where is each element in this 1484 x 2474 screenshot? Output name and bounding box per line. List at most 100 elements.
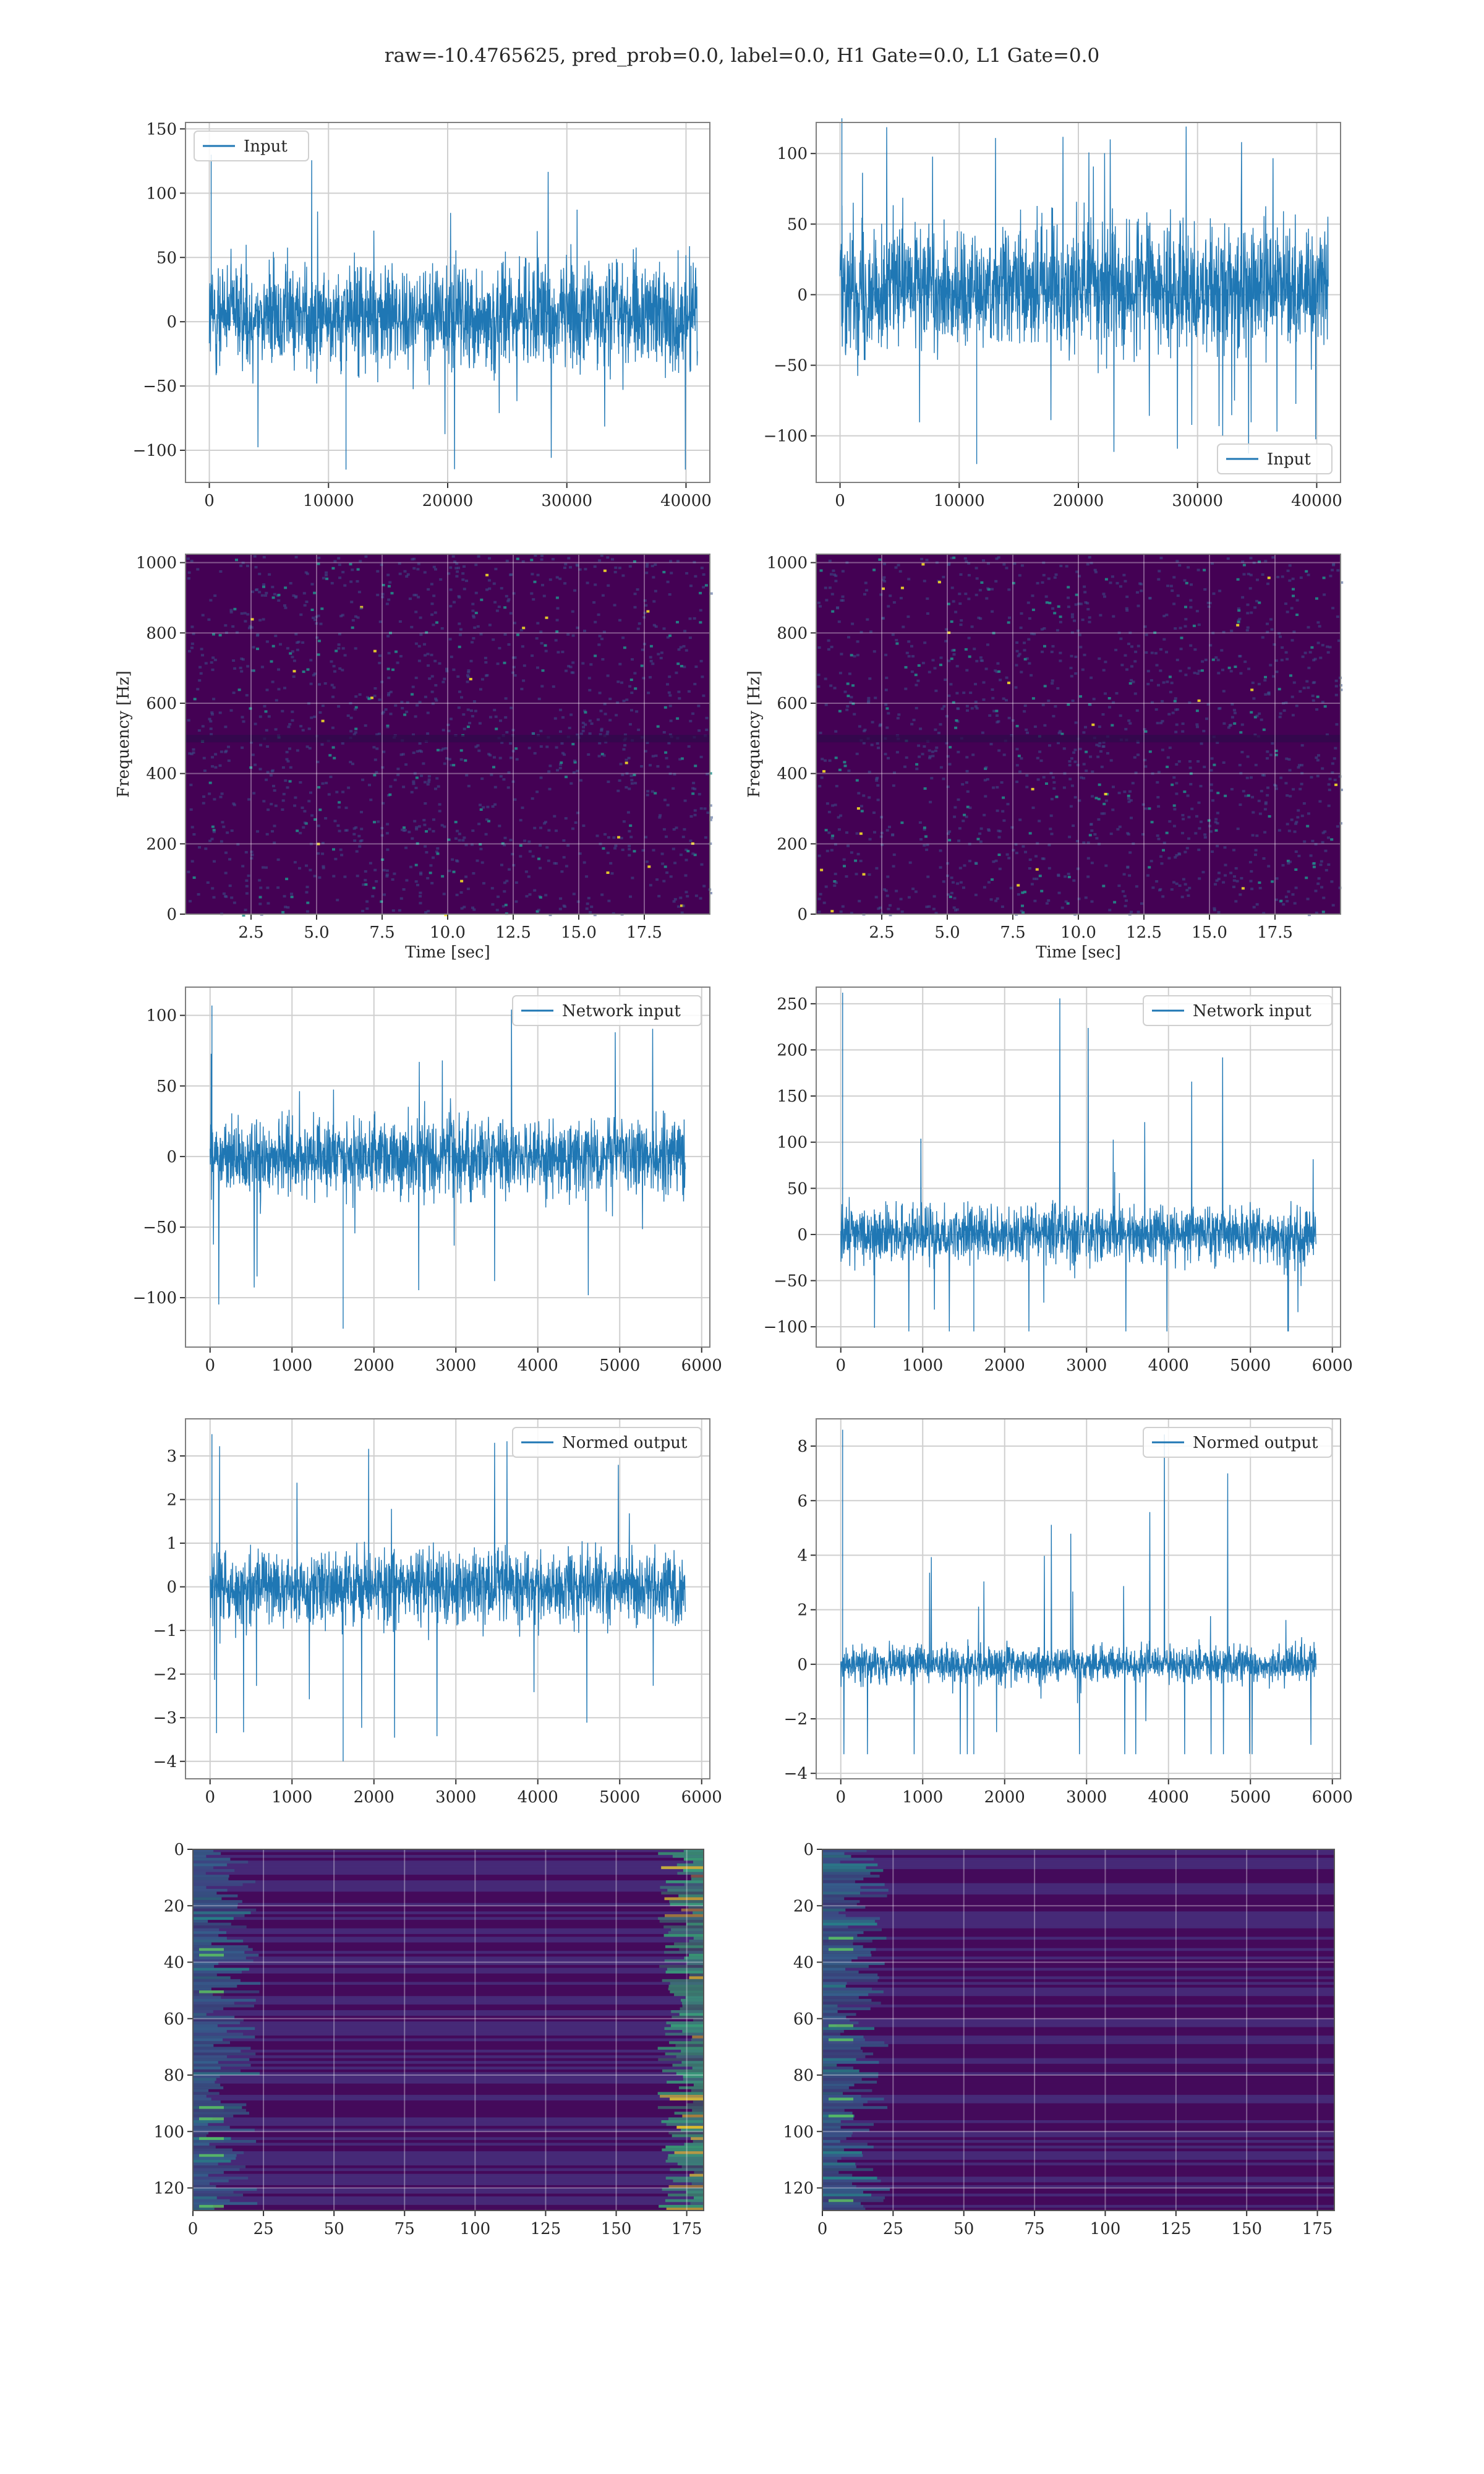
y-tick-label: 60 [164, 2010, 184, 2029]
heatmap-rows [193, 1849, 704, 2211]
x-tick-label: 1000 [902, 1788, 943, 1807]
x-tick-label: 5000 [1230, 1788, 1271, 1807]
series-line [208, 155, 698, 470]
features-h1-panel: 0 25 50 75 100 125 150 175 0 20 40 60 80 100 120 [153, 1841, 704, 2238]
x-tick-label: 5.0 [934, 923, 960, 942]
y-tick-label: 250 [777, 995, 808, 1014]
x-tick-label: 75 [1025, 2220, 1045, 2238]
y-tick-label: −100 [764, 1318, 808, 1337]
y-tick-label: 2 [166, 1491, 177, 1510]
y-tick-label: 100 [153, 2123, 184, 2141]
legend-label: Network input [1193, 1002, 1311, 1021]
x-tick-label: 12.5 [1126, 923, 1162, 942]
y-tick-label: −2 [153, 1666, 177, 1684]
y-tick-label: 100 [777, 1134, 808, 1152]
heatmap-background [816, 554, 1341, 914]
y-tick-label: 4 [797, 1546, 808, 1565]
x-axis-label: Time [sec] [1036, 943, 1121, 962]
y-tick-label: 80 [164, 2066, 184, 2085]
axes-frame [192, 1849, 704, 2211]
x-tick-label: 100 [1090, 2220, 1121, 2238]
x-tick-label: 10.0 [1060, 923, 1096, 942]
y-axis-label: Frequency [Hz] [745, 670, 764, 798]
legend-box [512, 1427, 702, 1458]
x-tick-label: 12.5 [495, 923, 531, 942]
x-tick-label: 0 [835, 492, 845, 510]
x-tick-label: 6000 [1312, 1356, 1353, 1375]
dark-band [816, 735, 1341, 743]
x-tick-label: 10000 [934, 492, 985, 510]
x-tick-label: 6000 [681, 1356, 722, 1375]
x-tick-label: 175 [672, 2220, 702, 2238]
y-tick-label: 120 [783, 2180, 814, 2198]
x-tick-label: 5000 [599, 1356, 640, 1375]
y-tick-label: 0 [797, 905, 808, 924]
axes-frame [185, 554, 710, 915]
x-tick-label: 5000 [1230, 1356, 1271, 1375]
y-tick-label: 200 [146, 835, 177, 854]
x-tick-label: 7.5 [369, 923, 394, 942]
y-tick-label: 1000 [136, 554, 177, 573]
y-tick-label: 600 [146, 695, 177, 713]
y-tick-label: 1000 [767, 554, 808, 573]
y-tick-label: 120 [153, 2180, 184, 2198]
x-tick-label: 3000 [435, 1356, 476, 1375]
y-tick-label: 0 [803, 1841, 814, 1859]
plot-area [816, 987, 1341, 1347]
y-tick-label: 0 [166, 905, 177, 924]
y-tick-label: −50 [143, 377, 177, 396]
x-tick-label: 125 [531, 2220, 561, 2238]
x-tick-label: 10000 [303, 492, 354, 510]
x-tick-label: 2.5 [869, 923, 894, 942]
heatmap-background [186, 554, 710, 914]
network-input-h1-panel: 0 1000 2000 3000 4000 5000 6000 100 50 0 −50 −100 Ne… [133, 987, 722, 1375]
input-h1-panel: 0 10000 20000 30000 40000 150 100 50 0 −50 −100 Inp… [133, 120, 712, 510]
x-tick-label: 3000 [435, 1788, 476, 1807]
plot-area [816, 1419, 1341, 1779]
x-tick-label: 30000 [541, 492, 592, 510]
y-tick-label: 40 [164, 1954, 184, 1972]
x-tick-label: 150 [1231, 2220, 1262, 2238]
x-tick-label: 0 [205, 1356, 215, 1375]
x-tick-label: 1000 [271, 1356, 312, 1375]
x-tick-label: 3000 [1066, 1356, 1107, 1375]
x-tick-label: 50 [953, 2220, 974, 2238]
y-tick-label: 40 [793, 1954, 814, 1972]
y-tick-label: 200 [777, 1041, 808, 1059]
x-tick-label: 25 [883, 2220, 903, 2238]
y-tick-label: −50 [143, 1218, 177, 1237]
x-tick-label: 20000 [422, 492, 474, 510]
y-tick-label: 400 [777, 765, 808, 784]
y-tick-label: −50 [774, 357, 808, 375]
y-tick-label: 20 [793, 1897, 814, 1915]
y-tick-label: 100 [146, 1007, 177, 1025]
series-line [840, 1429, 1316, 1755]
heatmap-cells [817, 556, 1344, 917]
x-tick-label: 10.0 [430, 923, 466, 942]
spectrogram-h1-panel: 2.5 5.0 7.5 10.0 12.5 15.0 17.5 1000 800 600 400 20… [114, 554, 713, 962]
y-tick-label: −4 [784, 1765, 808, 1783]
network-input-l1-panel: 0 1000 2000 3000 4000 5000 6000 250 200 150 100 50 0… [764, 987, 1353, 1375]
y-tick-label: 80 [793, 2066, 814, 2085]
x-tick-label: 17.5 [626, 923, 662, 942]
legend-box [1217, 443, 1333, 474]
axes-frame [185, 122, 710, 483]
x-tick-label: 100 [460, 2220, 491, 2238]
heatmap-cells [186, 554, 713, 917]
y-tick-label: 200 [777, 835, 808, 854]
y-tick-label: 2 [797, 1601, 808, 1620]
legend-label: Input [244, 137, 288, 156]
x-tick-label: 15.0 [1192, 923, 1227, 942]
legend: Input [194, 131, 309, 161]
y-tick-label: 50 [156, 1077, 177, 1096]
legend-label: Normed output [1193, 1434, 1318, 1452]
axes-frame [816, 1418, 1341, 1779]
x-tick-label: 2000 [984, 1356, 1025, 1375]
x-tick-label: 0 [835, 1356, 846, 1375]
legend-box [1143, 1427, 1333, 1458]
y-tick-label: 0 [797, 1226, 808, 1244]
y-tick-label: 60 [793, 2010, 814, 2029]
x-tick-label: 6000 [681, 1788, 722, 1807]
x-axis-label: Time [sec] [405, 943, 490, 962]
